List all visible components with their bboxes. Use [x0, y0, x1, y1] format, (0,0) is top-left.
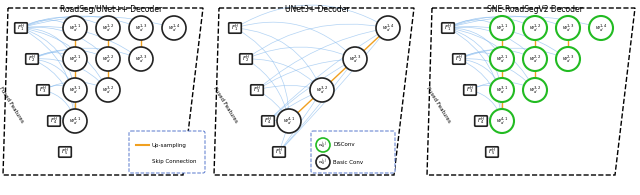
- Text: $w_d^{i,j}$: $w_d^{i,j}$: [319, 156, 328, 168]
- Circle shape: [96, 47, 120, 71]
- Circle shape: [129, 16, 153, 40]
- FancyBboxPatch shape: [273, 147, 285, 157]
- Circle shape: [523, 16, 547, 40]
- FancyBboxPatch shape: [48, 116, 60, 126]
- FancyBboxPatch shape: [228, 23, 241, 33]
- Text: $w_d^{2,2}$: $w_d^{2,2}$: [529, 53, 541, 65]
- Text: $w_d^{2,3}$: $w_d^{2,3}$: [561, 53, 575, 65]
- Circle shape: [63, 109, 87, 133]
- Text: $w_d^{3,1}$: $w_d^{3,1}$: [495, 84, 508, 96]
- Text: $w_d^{1,3}$: $w_d^{1,3}$: [561, 22, 575, 34]
- Circle shape: [96, 16, 120, 40]
- Text: $w_d^{1,2}$: $w_d^{1,2}$: [102, 22, 115, 34]
- Text: $F_3^H$: $F_3^H$: [39, 85, 47, 95]
- Text: UNet3+ Decoder: UNet3+ Decoder: [285, 5, 349, 14]
- FancyBboxPatch shape: [475, 116, 487, 126]
- Text: $w_d^{1,4}$: $w_d^{1,4}$: [595, 22, 607, 34]
- Circle shape: [490, 109, 514, 133]
- FancyBboxPatch shape: [129, 131, 205, 173]
- Text: $w_d^{i,j}$: $w_d^{i,j}$: [319, 139, 328, 151]
- Text: $F_5^H$: $F_5^H$: [275, 147, 283, 157]
- Circle shape: [96, 78, 120, 102]
- Text: $F_3^H$: $F_3^H$: [466, 85, 474, 95]
- Text: $F_2^H$: $F_2^H$: [242, 54, 250, 64]
- Text: $F_3^H$: $F_3^H$: [253, 85, 261, 95]
- Text: $w_d^{2,2}$: $w_d^{2,2}$: [102, 53, 115, 65]
- Text: $w_d^{3,2}$: $w_d^{3,2}$: [102, 84, 115, 96]
- Text: $w_d^{1,2}$: $w_d^{1,2}$: [529, 22, 541, 34]
- Text: $w_d^{1,4}$: $w_d^{1,4}$: [381, 22, 394, 34]
- Circle shape: [162, 16, 186, 40]
- FancyBboxPatch shape: [240, 54, 252, 64]
- Text: $F_2^H$: $F_2^H$: [455, 54, 463, 64]
- Text: $w_d^{2,3}$: $w_d^{2,3}$: [134, 53, 147, 65]
- Text: $F_1^H$: $F_1^H$: [444, 23, 452, 33]
- Circle shape: [129, 47, 153, 71]
- Circle shape: [316, 138, 330, 152]
- FancyBboxPatch shape: [262, 116, 275, 126]
- Circle shape: [589, 16, 613, 40]
- Circle shape: [490, 47, 514, 71]
- Text: $w_d^{2,1}$: $w_d^{2,1}$: [495, 53, 508, 65]
- Text: $w_d^{3,2}$: $w_d^{3,2}$: [316, 84, 328, 96]
- Circle shape: [523, 78, 547, 102]
- Text: $w_d^{1,4}$: $w_d^{1,4}$: [168, 22, 180, 34]
- Text: $F_2^H$: $F_2^H$: [28, 54, 36, 64]
- Text: $w_d^{3,2}$: $w_d^{3,2}$: [529, 84, 541, 96]
- Text: $F_5^H$: $F_5^H$: [488, 147, 496, 157]
- Text: SNE-RoadSegV2 Decoder: SNE-RoadSegV2 Decoder: [487, 5, 583, 14]
- Circle shape: [277, 109, 301, 133]
- Text: $w_d^{1,1}$: $w_d^{1,1}$: [68, 22, 81, 34]
- Circle shape: [310, 78, 334, 102]
- Text: $w_d^{1,3}$: $w_d^{1,3}$: [134, 22, 147, 34]
- Circle shape: [556, 16, 580, 40]
- Text: Fused Features: Fused Features: [425, 86, 451, 124]
- Text: RoadSeg/UNet++ Decoder: RoadSeg/UNet++ Decoder: [60, 5, 162, 14]
- Text: $w_d^{1,1}$: $w_d^{1,1}$: [495, 22, 508, 34]
- FancyBboxPatch shape: [15, 23, 28, 33]
- FancyBboxPatch shape: [59, 147, 71, 157]
- FancyBboxPatch shape: [36, 85, 49, 95]
- Text: Skip Connection: Skip Connection: [152, 160, 196, 165]
- Text: $F_1^H$: $F_1^H$: [231, 23, 239, 33]
- Circle shape: [316, 155, 330, 169]
- Circle shape: [490, 16, 514, 40]
- Text: $w_d^{4,1}$: $w_d^{4,1}$: [68, 115, 81, 127]
- Text: $w_d^{3,1}$: $w_d^{3,1}$: [68, 84, 81, 96]
- Circle shape: [556, 47, 580, 71]
- FancyBboxPatch shape: [26, 54, 38, 64]
- Text: Fused Features: Fused Features: [212, 86, 238, 124]
- FancyBboxPatch shape: [251, 85, 263, 95]
- Text: $w_d^{2,1}$: $w_d^{2,1}$: [68, 53, 81, 65]
- Circle shape: [63, 78, 87, 102]
- Circle shape: [343, 47, 367, 71]
- Circle shape: [490, 78, 514, 102]
- FancyBboxPatch shape: [486, 147, 499, 157]
- Circle shape: [63, 47, 87, 71]
- FancyBboxPatch shape: [452, 54, 465, 64]
- Text: $w_d^{2,3}$: $w_d^{2,3}$: [349, 53, 362, 65]
- FancyBboxPatch shape: [464, 85, 476, 95]
- Circle shape: [376, 16, 400, 40]
- Text: Fused Features: Fused Features: [0, 86, 24, 124]
- Text: Basic Conv: Basic Conv: [333, 160, 363, 165]
- Text: $F_1^H$: $F_1^H$: [17, 23, 25, 33]
- Text: $w_d^{4,1}$: $w_d^{4,1}$: [283, 115, 296, 127]
- FancyBboxPatch shape: [311, 131, 395, 173]
- Text: $F_4^H$: $F_4^H$: [50, 116, 58, 126]
- Text: $F_5^H$: $F_5^H$: [61, 147, 69, 157]
- Circle shape: [63, 16, 87, 40]
- Text: $F_4^H$: $F_4^H$: [264, 116, 272, 126]
- FancyBboxPatch shape: [442, 23, 454, 33]
- Text: Up-sampling: Up-sampling: [152, 143, 187, 147]
- Text: $F_4^H$: $F_4^H$: [477, 116, 485, 126]
- Circle shape: [523, 47, 547, 71]
- Text: DSConv: DSConv: [333, 143, 355, 147]
- Text: $w_d^{4,1}$: $w_d^{4,1}$: [495, 115, 508, 127]
